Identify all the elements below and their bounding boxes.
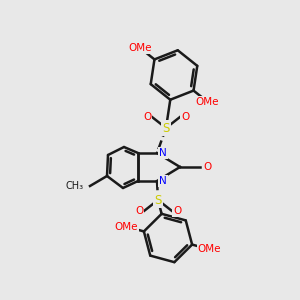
Text: OMe: OMe	[196, 97, 219, 107]
Text: CH₃: CH₃	[66, 181, 84, 191]
Text: O: O	[173, 206, 181, 216]
Text: N: N	[159, 148, 167, 158]
Text: S: S	[162, 122, 170, 134]
Text: O: O	[135, 206, 143, 216]
Text: O: O	[181, 112, 189, 122]
Text: OMe: OMe	[198, 244, 221, 254]
Text: O: O	[204, 162, 212, 172]
Text: OMe: OMe	[115, 222, 138, 232]
Text: S: S	[154, 194, 162, 206]
Text: N: N	[159, 176, 167, 186]
Text: O: O	[143, 112, 151, 122]
Text: OMe: OMe	[129, 43, 152, 53]
